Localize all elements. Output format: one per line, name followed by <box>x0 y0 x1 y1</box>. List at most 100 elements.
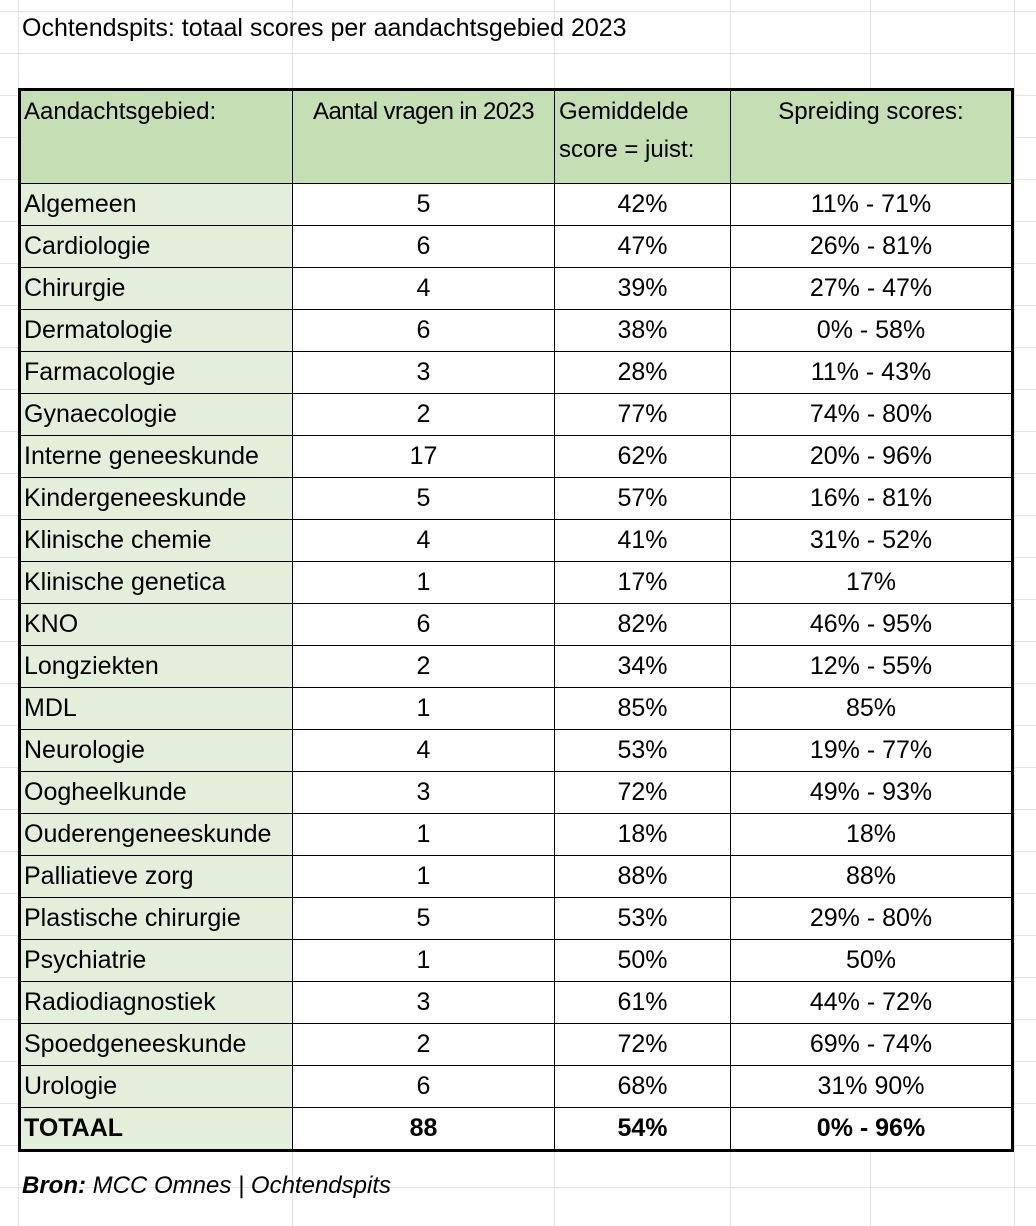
table-cell: 28% <box>554 352 730 393</box>
table-row: Plastische chirurgie 5 53% 29% - 80% <box>21 897 1011 939</box>
table-cell: 4 <box>292 268 554 309</box>
table-row: Palliatieve zorg 1 88% 88% <box>21 855 1011 897</box>
table-cell: Spoedgeneeskunde <box>21 1024 292 1065</box>
table-cell: 39% <box>554 268 730 309</box>
table-cell: 61% <box>554 982 730 1023</box>
table-cell: 88 <box>292 1108 554 1149</box>
table-cell: Plastische chirurgie <box>21 898 292 939</box>
table-cell: Aantal vragen in 2023 <box>292 91 554 183</box>
table-cell: 49% - 93% <box>730 772 1011 813</box>
table-cell: 68% <box>554 1066 730 1107</box>
table-cell: 74% - 80% <box>730 394 1011 435</box>
table-cell: 53% <box>554 730 730 771</box>
table-cell: 18% <box>554 814 730 855</box>
table-cell: 27% - 47% <box>730 268 1011 309</box>
table-cell: Farmacologie <box>21 352 292 393</box>
table-cell: 57% <box>554 478 730 519</box>
table-cell: 11% - 71% <box>730 184 1011 225</box>
table-cell: 41% <box>554 520 730 561</box>
table-cell: 6 <box>292 310 554 351</box>
table-cell: 20% - 96% <box>730 436 1011 477</box>
table-cell: 6 <box>292 604 554 645</box>
table-cell: 50% <box>730 940 1011 981</box>
table-row: Radiodiagnostiek 3 61% 44% - 72% <box>21 981 1011 1023</box>
table-cell: 44% - 72% <box>730 982 1011 1023</box>
table-cell: Gemiddelde score = juist: <box>554 91 730 183</box>
table-cell: 5 <box>292 184 554 225</box>
table-cell: 11% - 43% <box>730 352 1011 393</box>
source-text: MCC Omnes | Ochtendspits <box>92 1172 391 1199</box>
table-cell: 42% <box>554 184 730 225</box>
table-cell: 46% - 95% <box>730 604 1011 645</box>
table-row: Klinische genetica 1 17% 17% <box>21 561 1011 603</box>
table-row: Cardiologie 6 47% 26% - 81% <box>21 225 1011 267</box>
table-cell: 50% <box>554 940 730 981</box>
table-cell: 5 <box>292 898 554 939</box>
table-cell: Spreiding scores: <box>730 91 1011 183</box>
table-cell: 2 <box>292 394 554 435</box>
table-row: Kindergeneeskunde 5 57% 16% - 81% <box>21 477 1011 519</box>
table-cell: Neurologie <box>21 730 292 771</box>
table-cell: 18% <box>730 814 1011 855</box>
table-row: Ouderengeneeskunde 1 18% 18% <box>21 813 1011 855</box>
title: Ochtendspits: totaal scores per aandacht… <box>22 14 627 42</box>
table-cell: Chirurgie <box>21 268 292 309</box>
table-cell: 4 <box>292 520 554 561</box>
table-cell: 1 <box>292 940 554 981</box>
table-cell: 5 <box>292 478 554 519</box>
table-cell: 26% - 81% <box>730 226 1011 267</box>
table-cell: 6 <box>292 1066 554 1107</box>
source-label: Bron: <box>22 1172 86 1199</box>
table-cell: 3 <box>292 982 554 1023</box>
table-cell: 19% - 77% <box>730 730 1011 771</box>
table-cell: Klinische genetica <box>21 562 292 603</box>
table-cell: Dermatologie <box>21 310 292 351</box>
table-row: Farmacologie 3 28% 11% - 43% <box>21 351 1011 393</box>
table-cell: 0% - 96% <box>730 1108 1011 1149</box>
table-cell: 17 <box>292 436 554 477</box>
table-row: Algemeen 5 42% 11% - 71% <box>21 183 1011 225</box>
table-cell: Algemeen <box>21 184 292 225</box>
table-row: Longziekten 2 34% 12% - 55% <box>21 645 1011 687</box>
table-cell: 72% <box>554 1024 730 1065</box>
table-cell: 88% <box>730 856 1011 897</box>
table-row: Oogheelkunde 3 72% 49% - 93% <box>21 771 1011 813</box>
table-cell: Klinische chemie <box>21 520 292 561</box>
table-cell: 2 <box>292 1024 554 1065</box>
header-row: Aandachtsgebied: Aantal vragen in 2023 Gem… <box>21 91 1011 183</box>
table-cell: 82% <box>554 604 730 645</box>
table-cell: 38% <box>554 310 730 351</box>
table-cell: 29% - 80% <box>730 898 1011 939</box>
table-cell: 53% <box>554 898 730 939</box>
table-cell: 54% <box>554 1108 730 1149</box>
table-cell: 6 <box>292 226 554 267</box>
table-row: Gynaecologie 2 77% 74% - 80% <box>21 393 1011 435</box>
table-cell: Oogheelkunde <box>21 772 292 813</box>
table-cell: 12% - 55% <box>730 646 1011 687</box>
table-cell: 3 <box>292 352 554 393</box>
table-cell: 62% <box>554 436 730 477</box>
total-row: TOTAAL 88 54% 0% - 96% <box>21 1107 1011 1149</box>
table-cell: Kindergeneeskunde <box>21 478 292 519</box>
table-cell: Aandachtsgebied: <box>21 91 292 183</box>
table-cell: 17% <box>554 562 730 603</box>
table-cell: 16% - 81% <box>730 478 1011 519</box>
table-cell: Cardiologie <box>21 226 292 267</box>
table-cell: 1 <box>292 856 554 897</box>
table-cell: 47% <box>554 226 730 267</box>
table-cell: 34% <box>554 646 730 687</box>
table-cell: Palliatieve zorg <box>21 856 292 897</box>
table-cell: 85% <box>730 688 1011 729</box>
table-cell: Urologie <box>21 1066 292 1107</box>
table-cell: Gynaecologie <box>21 394 292 435</box>
table-row: MDL 1 85% 85% <box>21 687 1011 729</box>
table-cell: 85% <box>554 688 730 729</box>
table-row: Dermatologie 6 38% 0% - 58% <box>21 309 1011 351</box>
sheet-gridline <box>1014 0 1015 1226</box>
table-cell: 1 <box>292 688 554 729</box>
table-cell: 69% - 74% <box>730 1024 1011 1065</box>
table-cell: 88% <box>554 856 730 897</box>
table-cell: TOTAAL <box>21 1108 292 1149</box>
table-cell: Psychiatrie <box>21 940 292 981</box>
